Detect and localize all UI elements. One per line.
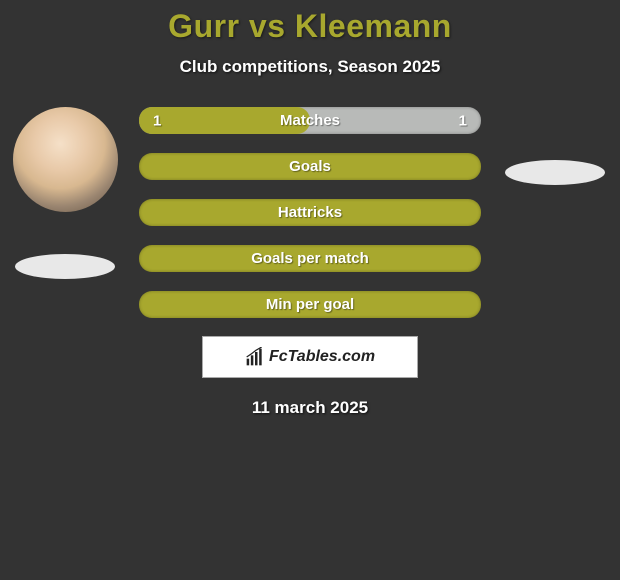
player-left-avatar bbox=[13, 107, 118, 212]
stat-label: Goals bbox=[289, 158, 331, 175]
stat-bar-min-per-goal: Min per goal bbox=[139, 291, 481, 318]
stat-label: Hattricks bbox=[278, 204, 342, 221]
stat-right-value: 1 bbox=[459, 112, 467, 129]
logo-box[interactable]: FcTables.com bbox=[202, 336, 418, 378]
stat-bar-goals: Goals bbox=[139, 153, 481, 180]
stat-label: Goals per match bbox=[251, 250, 369, 267]
comparison-card: Gurr vs Kleemann Club competitions, Seas… bbox=[0, 0, 620, 418]
page-title: Gurr vs Kleemann bbox=[0, 8, 620, 45]
player-left-name-bar bbox=[15, 254, 115, 279]
date-line: 11 march 2025 bbox=[0, 398, 620, 418]
subtitle: Club competitions, Season 2025 bbox=[0, 57, 620, 77]
player-right-column bbox=[499, 107, 611, 185]
stat-left-value: 1 bbox=[153, 112, 161, 129]
stat-label: Matches bbox=[280, 112, 340, 129]
chart-icon bbox=[245, 347, 265, 367]
stat-bar-hattricks: Hattricks bbox=[139, 199, 481, 226]
stats-column: 1 Matches 1 Goals Hattricks Goals per ma… bbox=[139, 107, 481, 318]
player-right-name-bar bbox=[505, 160, 605, 185]
stat-bar-matches: 1 Matches 1 bbox=[139, 107, 481, 134]
main-row: 1 Matches 1 Goals Hattricks Goals per ma… bbox=[0, 107, 620, 318]
stat-label: Min per goal bbox=[266, 296, 354, 313]
stat-bar-goals-per-match: Goals per match bbox=[139, 245, 481, 272]
player-left-column bbox=[9, 107, 121, 279]
logo-text: FcTables.com bbox=[269, 348, 375, 366]
